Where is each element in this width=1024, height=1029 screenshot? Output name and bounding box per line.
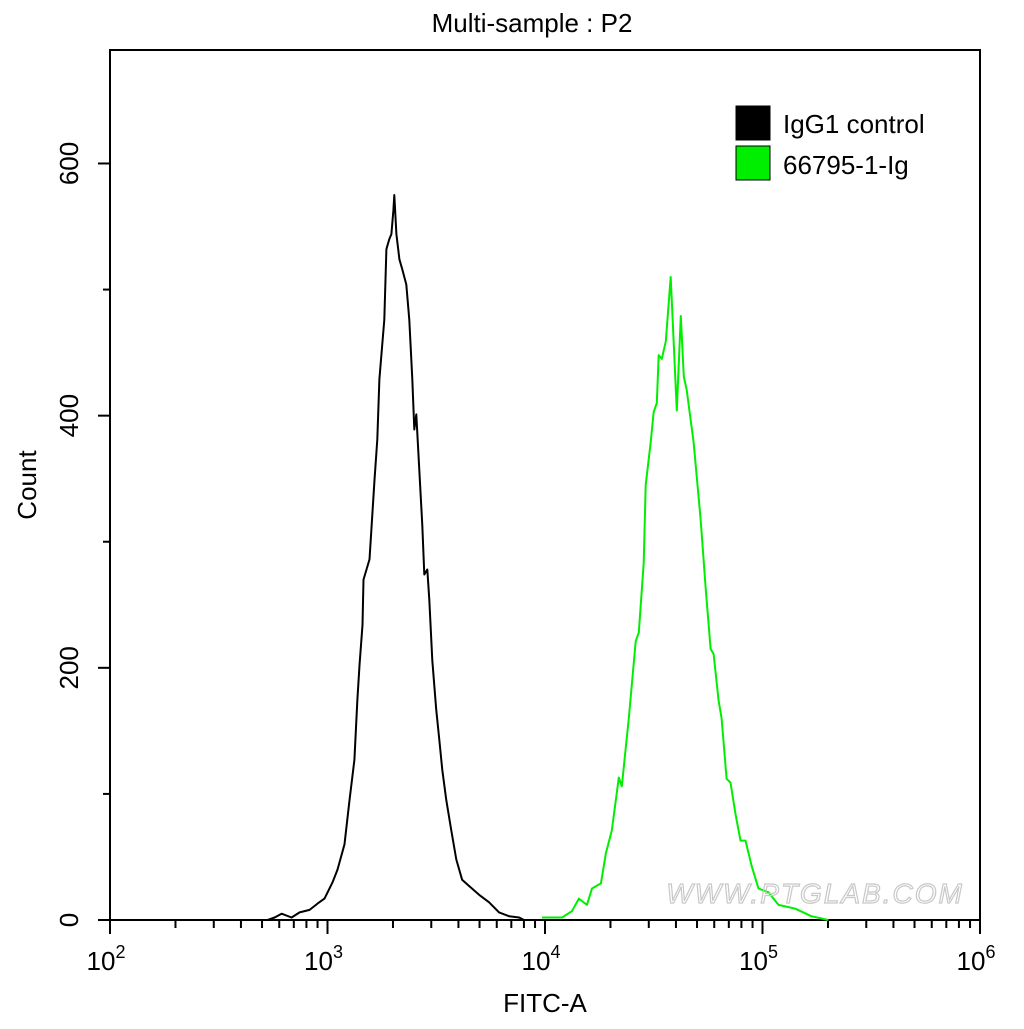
- x-tick-label: 106: [957, 942, 996, 976]
- y-tick-label: 600: [54, 142, 84, 185]
- legend-swatch-66795: [735, 145, 771, 181]
- y-tick-label: 400: [54, 394, 84, 437]
- x-tick-label: 105: [739, 942, 778, 976]
- axis-ticks: 102 103 104 105 106 0 200 400 600: [54, 142, 995, 976]
- legend-label-66795: 66795-1-Ig: [783, 150, 909, 180]
- legend-swatch-igg1: [735, 105, 771, 141]
- y-tick-label: 0: [54, 913, 84, 927]
- y-tick-label: 200: [54, 646, 84, 689]
- x-axis-label: FITC-A: [503, 988, 587, 1018]
- chart-title: Multi-sample : P2: [432, 8, 633, 38]
- x-tick-label: 102: [87, 942, 126, 976]
- legend: IgG1 control 66795-1-Ig: [735, 105, 925, 181]
- legend-label-igg1: IgG1 control: [783, 109, 925, 139]
- watermark: WWW.PTGLAB.COM: [666, 878, 964, 909]
- series-line-0: [267, 194, 525, 921]
- x-tick-label: 103: [304, 942, 343, 976]
- x-tick-label: 104: [522, 942, 561, 976]
- y-axis-label: Count: [12, 450, 42, 520]
- plot-frame: [109, 49, 981, 921]
- series-curves: [267, 194, 829, 921]
- series-line-1: [542, 276, 829, 921]
